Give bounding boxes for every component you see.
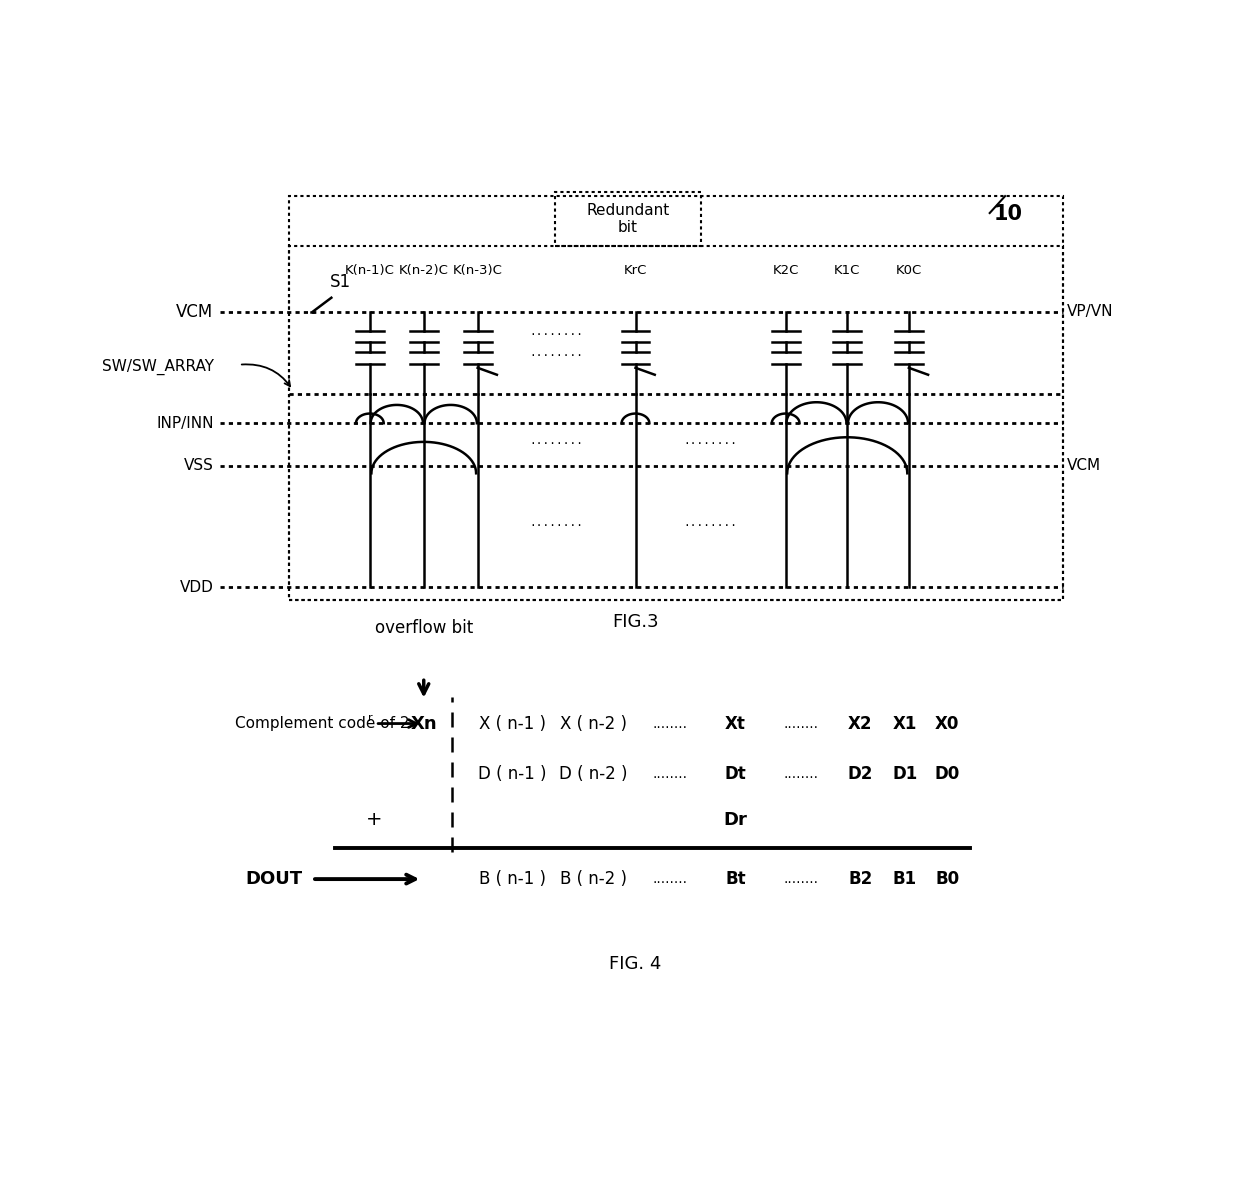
Text: Bt: Bt xyxy=(725,870,746,888)
Text: X0: X0 xyxy=(935,715,960,732)
Bar xyxy=(554,192,701,246)
Text: ........: ........ xyxy=(529,436,584,447)
Text: S1: S1 xyxy=(330,274,351,292)
Text: overflow bit: overflow bit xyxy=(374,620,472,638)
Text: Xn: Xn xyxy=(410,715,436,732)
Text: VCM: VCM xyxy=(176,302,213,321)
Text: K2C: K2C xyxy=(773,264,799,277)
Text: Dr: Dr xyxy=(724,811,748,828)
Text: FIG. 4: FIG. 4 xyxy=(609,955,662,973)
Text: +: + xyxy=(366,811,382,830)
Text: B1: B1 xyxy=(893,870,918,888)
Text: ........: ........ xyxy=(529,518,584,529)
Text: K(n-1)C: K(n-1)C xyxy=(345,264,394,277)
Text: ........: ........ xyxy=(683,436,738,447)
Text: X ( n-2 ): X ( n-2 ) xyxy=(559,715,626,732)
Text: B2: B2 xyxy=(848,870,873,888)
Text: KrC: KrC xyxy=(624,264,647,277)
Text: FIG.3: FIG.3 xyxy=(613,613,658,630)
Text: VSS: VSS xyxy=(184,459,213,473)
Text: D1: D1 xyxy=(893,764,918,782)
Text: DOUT: DOUT xyxy=(246,870,303,888)
Text: B0: B0 xyxy=(935,870,960,888)
Text: ........: ........ xyxy=(529,348,584,358)
Text: K(n-2)C: K(n-2)C xyxy=(399,264,449,277)
Text: r: r xyxy=(367,713,372,723)
Text: ........: ........ xyxy=(529,327,584,337)
Text: VDD: VDD xyxy=(180,579,213,595)
Text: ........: ........ xyxy=(784,717,818,730)
Text: Xt: Xt xyxy=(725,715,746,732)
Text: ........: ........ xyxy=(683,518,738,529)
Text: D ( n-1 ): D ( n-1 ) xyxy=(479,764,547,782)
Text: 10: 10 xyxy=(993,204,1023,224)
Text: X ( n-1 ): X ( n-1 ) xyxy=(479,715,546,732)
Text: D ( n-2 ): D ( n-2 ) xyxy=(559,764,627,782)
Text: ........: ........ xyxy=(652,767,688,781)
Text: ........: ........ xyxy=(652,872,688,886)
Text: K1C: K1C xyxy=(835,264,861,277)
Text: INP/INN: INP/INN xyxy=(156,416,213,431)
Bar xyxy=(289,196,1063,601)
Text: VCM: VCM xyxy=(1066,459,1101,473)
Text: B ( n-1 ): B ( n-1 ) xyxy=(479,870,546,888)
Text: K(n-3)C: K(n-3)C xyxy=(453,264,502,277)
Text: K0C: K0C xyxy=(895,264,923,277)
Text: SW/SW_ARRAY: SW/SW_ARRAY xyxy=(102,359,213,376)
Text: B ( n-2 ): B ( n-2 ) xyxy=(559,870,626,888)
Text: ........: ........ xyxy=(784,872,818,886)
Text: Dt: Dt xyxy=(724,764,746,782)
Text: ........: ........ xyxy=(784,767,818,781)
Text: Complement code of 2: Complement code of 2 xyxy=(236,716,409,731)
Text: X1: X1 xyxy=(893,715,918,732)
Text: D2: D2 xyxy=(848,764,873,782)
Text: VP/VN: VP/VN xyxy=(1066,305,1114,319)
Text: D0: D0 xyxy=(935,764,960,782)
Text: X2: X2 xyxy=(848,715,873,732)
Text: Redundant
bit: Redundant bit xyxy=(587,203,670,236)
Bar xyxy=(289,246,1063,601)
Text: ........: ........ xyxy=(652,717,688,730)
